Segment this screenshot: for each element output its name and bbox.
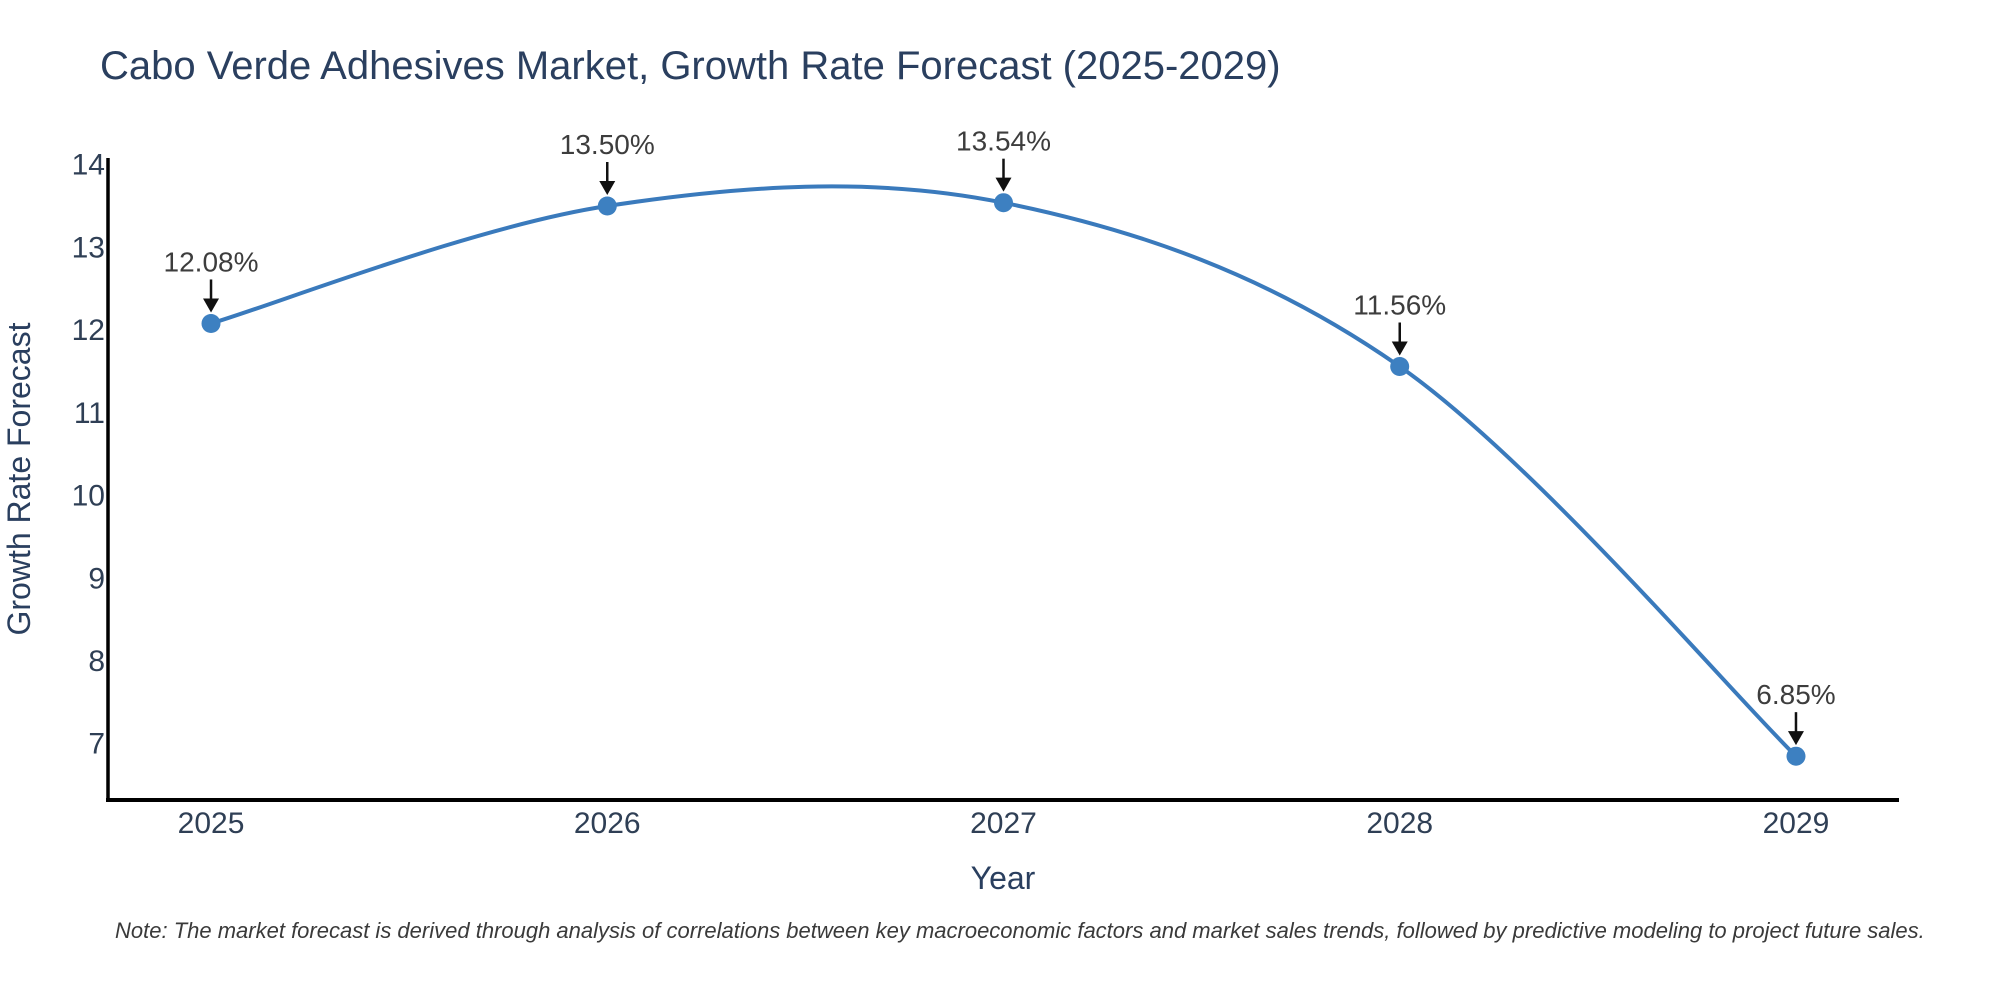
y-axis-title: Growth Rate Forecast — [1, 322, 37, 635]
chart-title: Cabo Verde Adhesives Market, Growth Rate… — [100, 44, 1281, 88]
footnote: Note: The market forecast is derived thr… — [115, 918, 1925, 943]
annotation-arrowhead-icon — [599, 180, 616, 195]
x-axis-title: Year — [971, 860, 1036, 896]
data-point-marker-2025 — [201, 314, 221, 333]
annotation-label-2028: 11.56% — [1353, 289, 1446, 320]
x-tick-label-2028: 2028 — [1366, 807, 1433, 840]
data-point-marker-2028 — [1390, 357, 1410, 376]
annotation-arrowhead-icon — [1391, 341, 1408, 356]
annotation-arrowhead-icon — [995, 177, 1012, 192]
x-tick-label-2029: 2029 — [1763, 807, 1830, 840]
data-point-marker-2026 — [597, 196, 617, 216]
data-point-marker-2029 — [1786, 746, 1806, 766]
x-tick-label-2025: 2025 — [178, 807, 245, 840]
y-tick-label-9: 9 — [88, 562, 105, 595]
annotation-label-2029: 6.85% — [1756, 679, 1835, 710]
axis-tick-labels: 7 8 9 10 11 12 13 14 2025 2026 2027 2028 2029 — [72, 149, 1830, 840]
point-annotations: 12.08% 13.50% 13.54% 11.56% 6.85% — [164, 126, 1836, 746]
y-tick-label-10: 10 — [72, 480, 105, 513]
y-tick-label-8: 8 — [88, 645, 105, 678]
data-point-marker-2027 — [994, 193, 1013, 213]
annotation-arrowhead-icon — [203, 298, 220, 313]
annotation-arrowhead-icon — [1787, 731, 1804, 746]
annotation-label-2026: 13.50% — [560, 129, 655, 160]
x-tick-label-2027: 2027 — [970, 807, 1037, 840]
line-series — [201, 184, 1806, 766]
annotation-label-2027: 13.54% — [956, 126, 1051, 157]
y-tick-label-11: 11 — [74, 397, 105, 430]
y-tick-label-12: 12 — [72, 314, 105, 347]
x-tick-label-2026: 2026 — [574, 807, 641, 840]
annotation-label-2025: 12.08% — [164, 246, 259, 277]
y-tick-label-14: 14 — [72, 149, 105, 182]
y-tick-label-13: 13 — [72, 231, 105, 264]
y-tick-label-7: 7 — [88, 728, 105, 761]
growth-rate-line — [210, 184, 1798, 758]
